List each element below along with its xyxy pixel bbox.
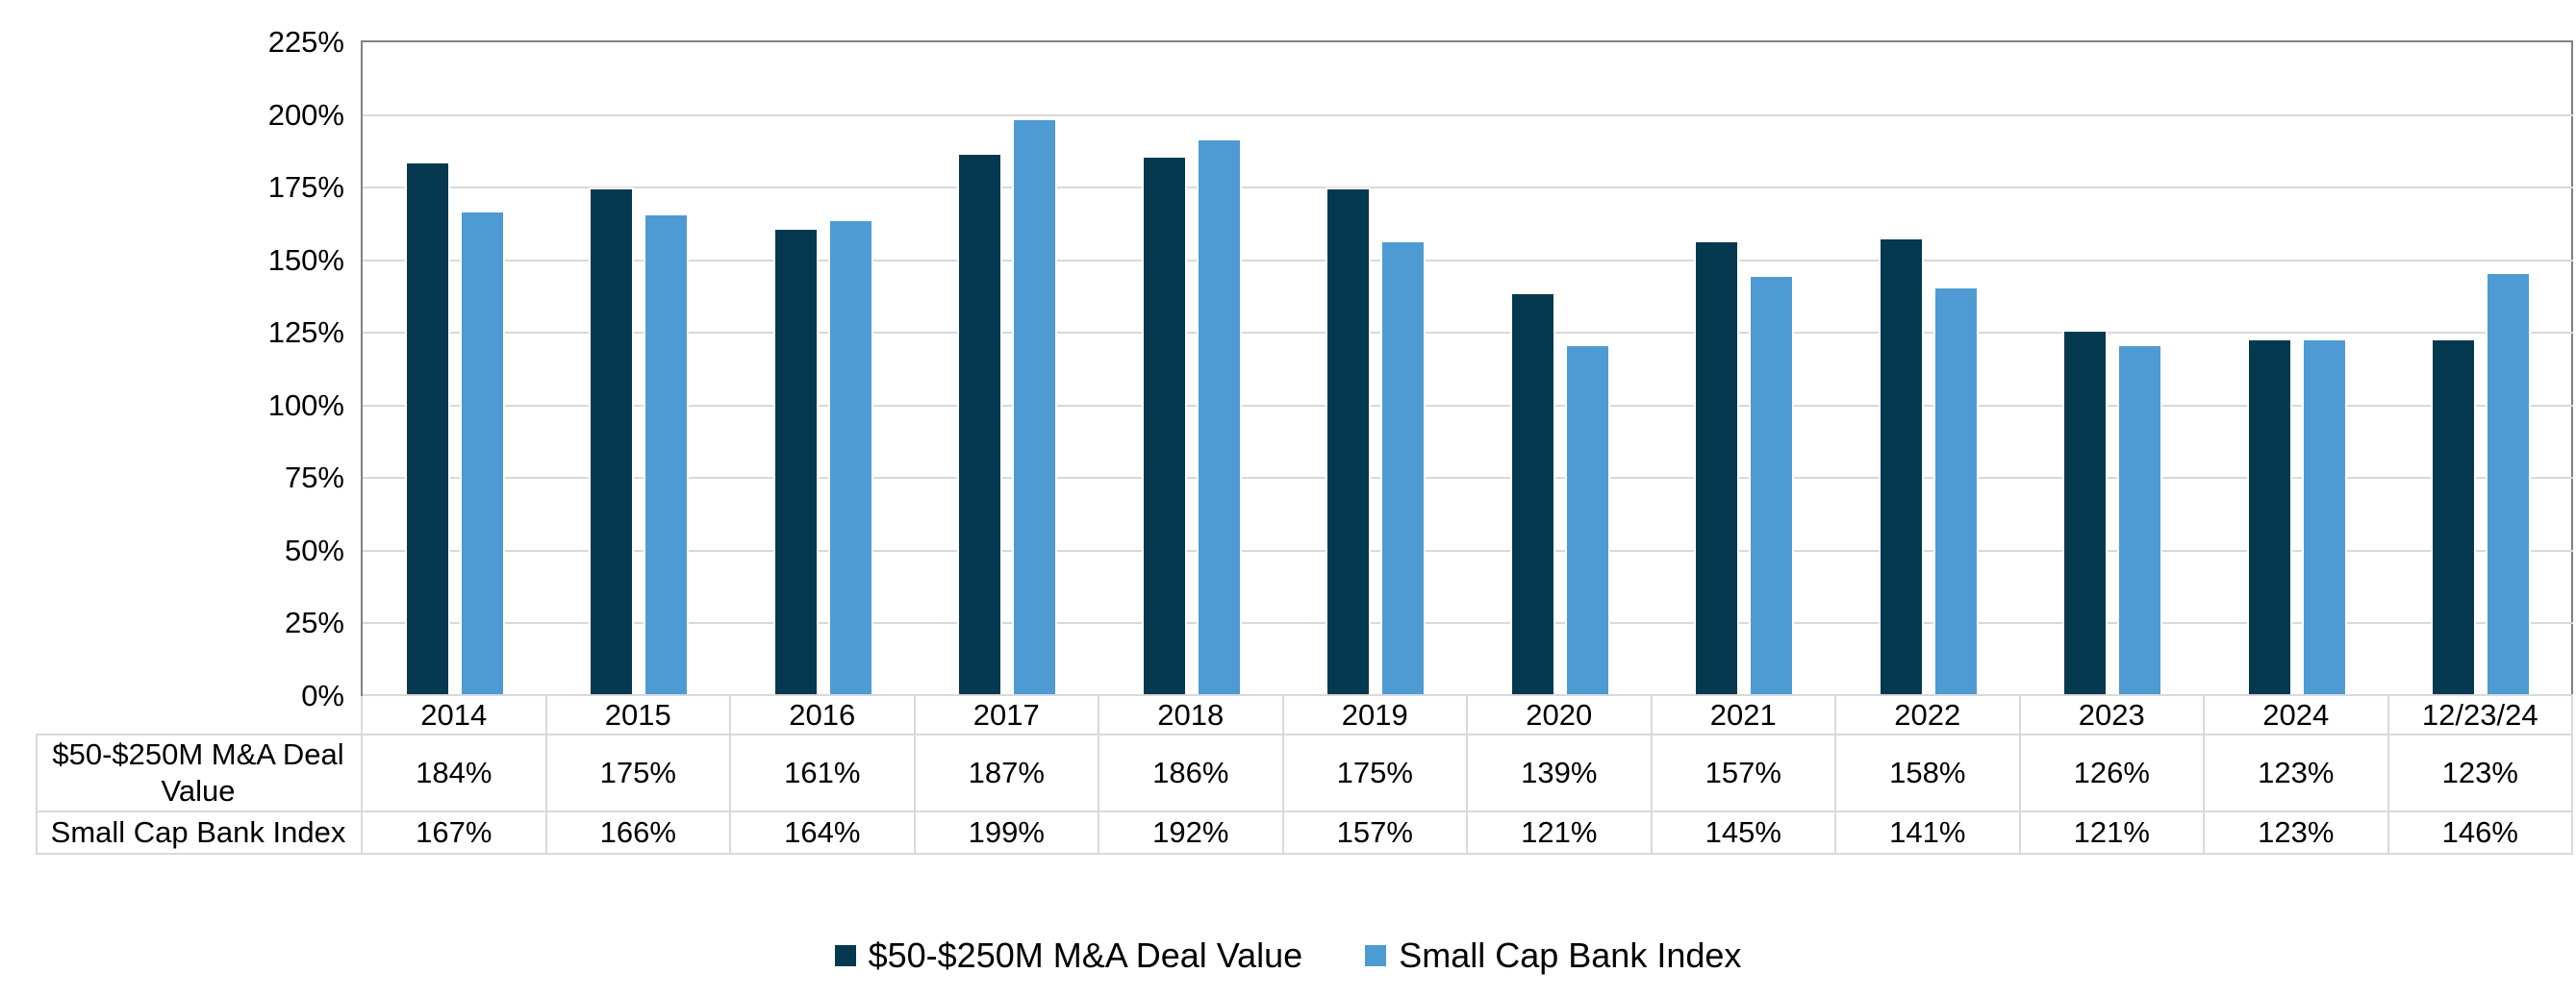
chart-legend: $50-$250M M&A Deal Value Small Cap Bank I… [0,935,2576,977]
bar-dark-2021 [1694,239,1740,696]
table-row-label: $50-$250M M&A Deal Value [36,736,363,812]
table-header-cell: 12/23/24 [2388,696,2573,736]
table-value-cell: 184% [363,736,547,812]
table-value-cell: 186% [1099,736,1284,812]
table-left-border [36,736,38,855]
bar-light-2019 [1380,239,1427,696]
table-value-cell: 145% [1652,812,1836,855]
table-header-cell: 2022 [1836,696,2021,736]
bar-dark-2024 [2246,338,2292,696]
table-header-cell: 2016 [731,696,916,736]
table-header-cell: 2024 [2205,696,2389,736]
bar-dark-2015 [589,187,635,696]
table-top-border [363,694,2573,696]
table-value-cell: 123% [2205,812,2389,855]
table-value-cell: 141% [1836,812,2021,855]
y-tick-label: 0% [301,679,344,712]
bar-light-12/23/24 [2486,271,2532,696]
gridline [363,404,2573,407]
bar-dark-2023 [2062,330,2109,696]
table-corner-cell [36,696,363,736]
bar-light-2021 [1749,274,1795,696]
table-header-cell: 2018 [1099,696,1284,736]
gridline [363,332,2573,335]
table-value-cell: 121% [1468,812,1653,855]
gridline [363,187,2573,189]
table-header-cell: 2021 [1652,696,1836,736]
table-value-cell: 164% [731,812,916,855]
legend-label: $50-$250M M&A Deal Value [868,936,1303,975]
gridline [363,622,2573,625]
legend-item: Small Cap Bank Index [1365,936,1741,976]
table-value-cell: 126% [2020,736,2205,812]
bar-dark-2016 [772,228,819,696]
bar-light-2024 [2301,338,2347,696]
table-row-label: Small Cap Bank Index [36,812,363,855]
bar-light-2015 [644,213,690,696]
bar-dark-2020 [1509,291,1555,696]
legend-swatch-icon [834,945,856,966]
y-tick-label: 50% [284,533,344,567]
table-value-cell: 167% [363,812,547,855]
y-tick-label: 75% [284,461,344,495]
table-value-cell: 175% [1283,736,1468,812]
table-value-cell: 121% [2020,812,2205,855]
table-header-cell: 2020 [1468,696,1653,736]
table-value-cell: 161% [731,736,916,812]
table-header-cell: 2015 [546,696,731,736]
plot-border [361,40,2573,696]
bar-dark-12/23/24 [2431,338,2477,696]
bar-light-2014 [459,211,505,696]
y-tick-label: 150% [267,242,344,277]
y-tick-label: 200% [267,97,344,132]
legend-label: Small Cap Bank Index [1399,936,1742,975]
table-header-cell: 2023 [2020,696,2205,736]
y-tick-label: 225% [267,25,344,59]
bar-light-2018 [1196,137,1242,696]
table-header-cell: 2019 [1283,696,1468,736]
gridline [363,477,2573,480]
y-tick-label: 125% [267,315,344,350]
table-value-cell: 139% [1468,736,1653,812]
bar-dark-2017 [957,152,1003,696]
table-value-cell: 157% [1283,812,1468,855]
bar-light-2016 [827,219,873,696]
bar-light-2020 [1564,344,1610,696]
data-table: 2014 2015 2016 2017 2018 2019 2020 2021 2022 2023… [36,696,2573,855]
table-value-cell: 166% [546,812,731,855]
legend-item: $50-$250M M&A Deal Value [834,936,1303,976]
bar-dark-2014 [404,161,450,696]
table-value-cell: 187% [915,736,1099,812]
gridline [363,113,2573,116]
table-header-cell: 2014 [363,696,547,736]
y-tick-label: 25% [284,606,344,640]
legend-swatch-icon [1365,945,1387,966]
bar-light-2017 [1012,117,1058,696]
table-value-cell: 157% [1652,736,1836,812]
plot-area [363,42,2573,696]
gridline [363,259,2573,262]
bar-light-2023 [2117,344,2163,696]
bar-light-2022 [1932,286,1979,696]
table-value-cell: 192% [1099,812,1284,855]
bar-dark-2022 [1878,237,1924,696]
bar-dark-2019 [1326,187,1372,696]
bar-dark-2018 [1141,155,1187,696]
y-tick-label: 100% [267,387,344,422]
table-value-cell: 146% [2388,812,2573,855]
y-tick-label: 175% [267,170,344,205]
table-value-cell: 199% [915,812,1099,855]
table-header-cell: 2017 [915,696,1099,736]
table-value-cell: 158% [1836,736,2021,812]
table-value-cell: 123% [2205,736,2389,812]
table-value-cell: 175% [546,736,731,812]
gridline [363,549,2573,552]
table-value-cell: 123% [2388,736,2573,812]
